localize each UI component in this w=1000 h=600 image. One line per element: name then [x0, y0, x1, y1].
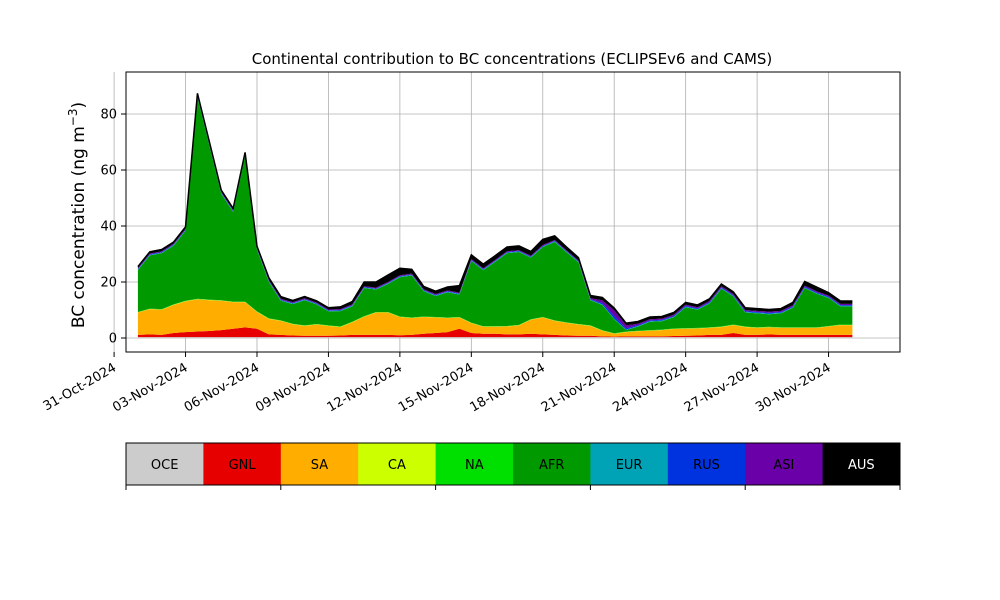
total-concentration-line: [137, 93, 853, 324]
y-tick-label: 40: [100, 220, 117, 235]
legend-swatch-rus: [667, 443, 746, 485]
x-tick-label: 12-Nov-2024: [325, 360, 405, 415]
y-axis-label-main: BC concentration (ng m: [69, 126, 89, 328]
x-tick-label: 27-Nov-2024: [682, 360, 762, 415]
legend-swatch-afr: [513, 443, 591, 485]
x-axis-ticks: 31-Oct-202403-Nov-202406-Nov-202409-Nov-…: [41, 352, 834, 415]
legend-frame: [125, 442, 901, 486]
legend-colorbar: OCE GNL SA CA NA AFR EUR RUS ASI AUS: [125, 442, 901, 490]
legend-swatch-ca: [358, 443, 437, 485]
x-tick-label: 18-Nov-2024: [467, 360, 547, 415]
area-sa: [137, 299, 853, 337]
legend-swatch-aus: [822, 443, 901, 485]
plot-frame: [125, 71, 901, 353]
legend-swatch-sa: [280, 443, 359, 485]
legend-label: NA: [465, 458, 484, 473]
legend-label: GNL: [229, 458, 257, 473]
legend-label: AUS: [848, 458, 875, 473]
y-tick-label: 0: [109, 332, 117, 347]
x-tick-label: 06-Nov-2024: [182, 360, 262, 415]
x-tick-label: 15-Nov-2024: [396, 360, 476, 415]
y-axis-ticks: 0 20 40 60 80: [100, 108, 126, 347]
x-tick-label: 09-Nov-2024: [253, 360, 333, 415]
y-tick-label: 80: [100, 108, 117, 123]
x-tick-label: 24-Nov-2024: [610, 360, 690, 415]
y-axis-label-close: ): [69, 102, 89, 109]
x-tick-label: 30-Nov-2024: [753, 360, 833, 415]
area-gnl: [137, 327, 853, 338]
x-tick-label: 31-Oct-2024: [41, 360, 119, 414]
legend-label: SA: [311, 458, 328, 473]
area-oce: [137, 337, 853, 338]
x-tick-label: 21-Nov-2024: [539, 360, 619, 415]
area-afr: [137, 97, 853, 334]
legend-swatch-oce: [126, 443, 204, 485]
legend-label: OCE: [151, 458, 179, 473]
legend-swatch-eur: [590, 443, 669, 485]
legend-label: EUR: [616, 458, 643, 473]
legend-label: AFR: [539, 458, 564, 473]
legend-label: RUS: [693, 458, 720, 473]
legend-label: CA: [388, 458, 406, 473]
y-tick-label: 60: [100, 164, 117, 179]
legend-swatch-na: [435, 443, 514, 485]
legend-label: ASI: [773, 458, 794, 473]
legend-swatch-asi: [745, 443, 824, 485]
x-tick-label: 03-Nov-2024: [110, 360, 190, 415]
y-tick-label: 20: [100, 276, 117, 291]
stacked-areas: [137, 93, 853, 338]
y-axis-label-sup: −3: [66, 108, 80, 126]
legend-swatch-gnl: [203, 443, 282, 485]
y-axis-label: BC concentration (ng m−3): [66, 102, 89, 328]
chart-title: Continental contribution to BC concentra…: [252, 50, 773, 68]
